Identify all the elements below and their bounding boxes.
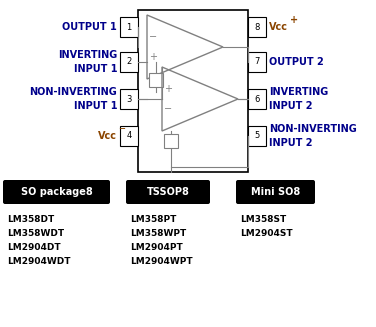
Bar [120, 126, 138, 146]
Bar [120, 52, 138, 72]
Text: −: − [118, 125, 125, 133]
Text: INVERTING: INVERTING [269, 87, 328, 97]
Text: LM2904DT: LM2904DT [7, 243, 61, 252]
Text: INPUT 2: INPUT 2 [269, 101, 312, 111]
Bar [120, 17, 138, 37]
Text: +: + [164, 84, 172, 94]
Text: 8: 8 [254, 23, 260, 31]
Text: 5: 5 [255, 131, 259, 141]
Bar [248, 126, 266, 146]
Bar [164, 134, 178, 148]
FancyBboxPatch shape [126, 180, 210, 204]
Text: 7: 7 [254, 58, 260, 66]
Text: INPUT 1: INPUT 1 [73, 101, 117, 111]
Text: LM2904ST: LM2904ST [240, 229, 293, 238]
Text: LM358ST: LM358ST [240, 215, 286, 224]
Text: Vcc: Vcc [269, 22, 288, 32]
Bar [248, 89, 266, 109]
Bar [248, 17, 266, 37]
Text: LM2904WDT: LM2904WDT [7, 257, 71, 266]
Text: Vcc: Vcc [98, 131, 117, 141]
FancyBboxPatch shape [3, 180, 110, 204]
Text: 2: 2 [126, 58, 132, 66]
Text: 3: 3 [126, 95, 132, 104]
Text: OUTPUT 2: OUTPUT 2 [269, 57, 324, 67]
Text: TSSOP8: TSSOP8 [147, 187, 190, 197]
Text: OUTPUT 1: OUTPUT 1 [62, 22, 117, 32]
Text: LM358PT: LM358PT [130, 215, 176, 224]
Bar [248, 52, 266, 72]
Text: +: + [290, 15, 298, 25]
Text: Mini SO8: Mini SO8 [251, 187, 300, 197]
Bar [138, 10, 248, 172]
Text: INPUT 1: INPUT 1 [73, 64, 117, 74]
Text: 6: 6 [254, 95, 260, 104]
Text: LM2904WPT: LM2904WPT [130, 257, 193, 266]
Text: NON-INVERTING: NON-INVERTING [269, 124, 357, 134]
Bar [149, 73, 163, 87]
FancyBboxPatch shape [236, 180, 315, 204]
Text: INPUT 2: INPUT 2 [269, 138, 312, 148]
Text: −: − [149, 32, 157, 42]
Text: INVERTING: INVERTING [58, 50, 117, 60]
Text: 4: 4 [126, 131, 132, 141]
Text: LM358WPT: LM358WPT [130, 229, 186, 238]
Text: LM2904PT: LM2904PT [130, 243, 183, 252]
Text: LM358WDT: LM358WDT [7, 229, 64, 238]
Text: NON-INVERTING: NON-INVERTING [29, 87, 117, 97]
Text: −: − [164, 104, 172, 114]
Text: +: + [149, 52, 157, 62]
Text: SO package8: SO package8 [21, 187, 92, 197]
Text: LM358DT: LM358DT [7, 215, 54, 224]
Text: 1: 1 [126, 23, 132, 31]
Bar [120, 89, 138, 109]
